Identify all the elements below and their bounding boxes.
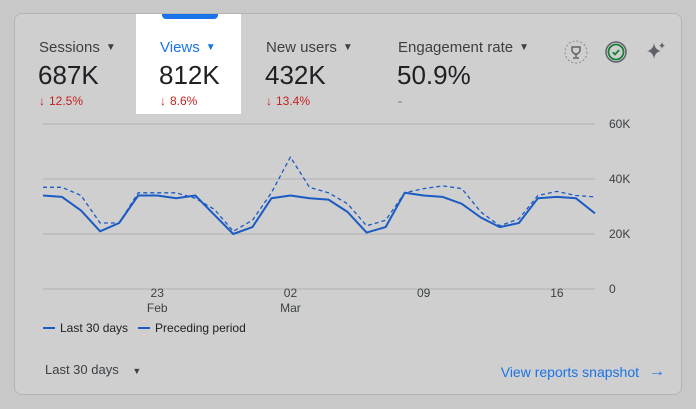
chart-legend: Last 30 days Preceding period (43, 321, 246, 335)
legend-dashed-swatch (138, 327, 151, 329)
y-tick-label: 40K (609, 172, 630, 186)
active-tab-indicator (162, 14, 218, 19)
arrow-right-icon: → (649, 363, 665, 380)
metric-value: 812K (159, 60, 220, 90)
x-tick-day: 23 (151, 286, 165, 300)
y-axis-ticks: 60K 40K 20K 0 (609, 117, 630, 296)
date-range-label: Last 30 days (45, 362, 119, 377)
chart-series (42, 156, 596, 235)
metric-value: 50.9% (397, 60, 471, 90)
x-tick-month: Feb (147, 301, 168, 315)
metric-tab-engagement-rate[interactable]: Engagement rate ▼ 50.9% - (387, 14, 547, 114)
arrow-down-icon: ↓ (39, 94, 45, 108)
dropdown-caret-icon: ▼ (519, 42, 529, 53)
dropdown-caret-icon: ▼ (205, 42, 216, 53)
snapshot-link-label: View reports snapshot (500, 364, 639, 380)
date-range-dropdown[interactable]: Last 30 days ▼ (45, 362, 141, 377)
trophy-badge-icon[interactable] (564, 40, 588, 64)
metric-tab-sessions[interactable]: Sessions ▼ 687K ↓ 12.5% (27, 14, 137, 114)
x-tick-month: Mar (280, 301, 301, 315)
arrow-down-icon: ↓ (266, 94, 272, 108)
x-tick-day: 02 (284, 286, 298, 300)
metric-label: Engagement rate ▼ (398, 39, 529, 56)
metric-tab-new-users[interactable]: New users ▼ 432K ↓ 13.4% (255, 14, 375, 114)
x-tick-day: 16 (550, 286, 564, 300)
series-line-preceding (43, 156, 596, 232)
metric-label: New users ▼ (266, 39, 353, 56)
dropdown-caret-icon: ▼ (132, 366, 142, 376)
y-tick-label: 0 (609, 282, 616, 296)
metric-change: - (398, 94, 402, 108)
x-tick-day: 09 (417, 286, 431, 300)
metric-tab-views[interactable]: Views ▼ 812K ↓ 8.6% (136, 14, 241, 114)
overview-card: Sessions ▼ 687K ↓ 12.5% Views ▼ 812K ↓ 8.6% … (14, 13, 682, 395)
metric-change: ↓ 12.5% (39, 94, 84, 108)
dropdown-caret-icon: ▼ (105, 42, 116, 53)
check-circle-icon[interactable] (604, 40, 628, 64)
metric-change: ↓ 13.4% (266, 94, 311, 108)
arrow-down-icon: ↓ (160, 94, 166, 108)
view-reports-snapshot-link[interactable]: View reports snapshot → (501, 363, 665, 381)
legend-solid-swatch (43, 327, 55, 329)
metric-change: ↓ 8.6% (160, 94, 198, 108)
legend-item-preceding: Preceding period (155, 321, 246, 335)
y-tick-label: 60K (609, 117, 630, 131)
metric-value: 687K (38, 60, 99, 90)
chart-grid (43, 123, 595, 290)
metric-label: Sessions ▼ (39, 39, 116, 56)
metric-label: Views ▼ (160, 39, 216, 56)
series-line-current (42, 191, 596, 235)
sparkle-icon[interactable] (644, 40, 668, 64)
legend-item-current: Last 30 days (60, 321, 129, 335)
y-tick-label: 20K (609, 227, 630, 241)
dropdown-caret-icon: ▼ (342, 42, 353, 53)
metric-value: 432K (265, 60, 326, 90)
